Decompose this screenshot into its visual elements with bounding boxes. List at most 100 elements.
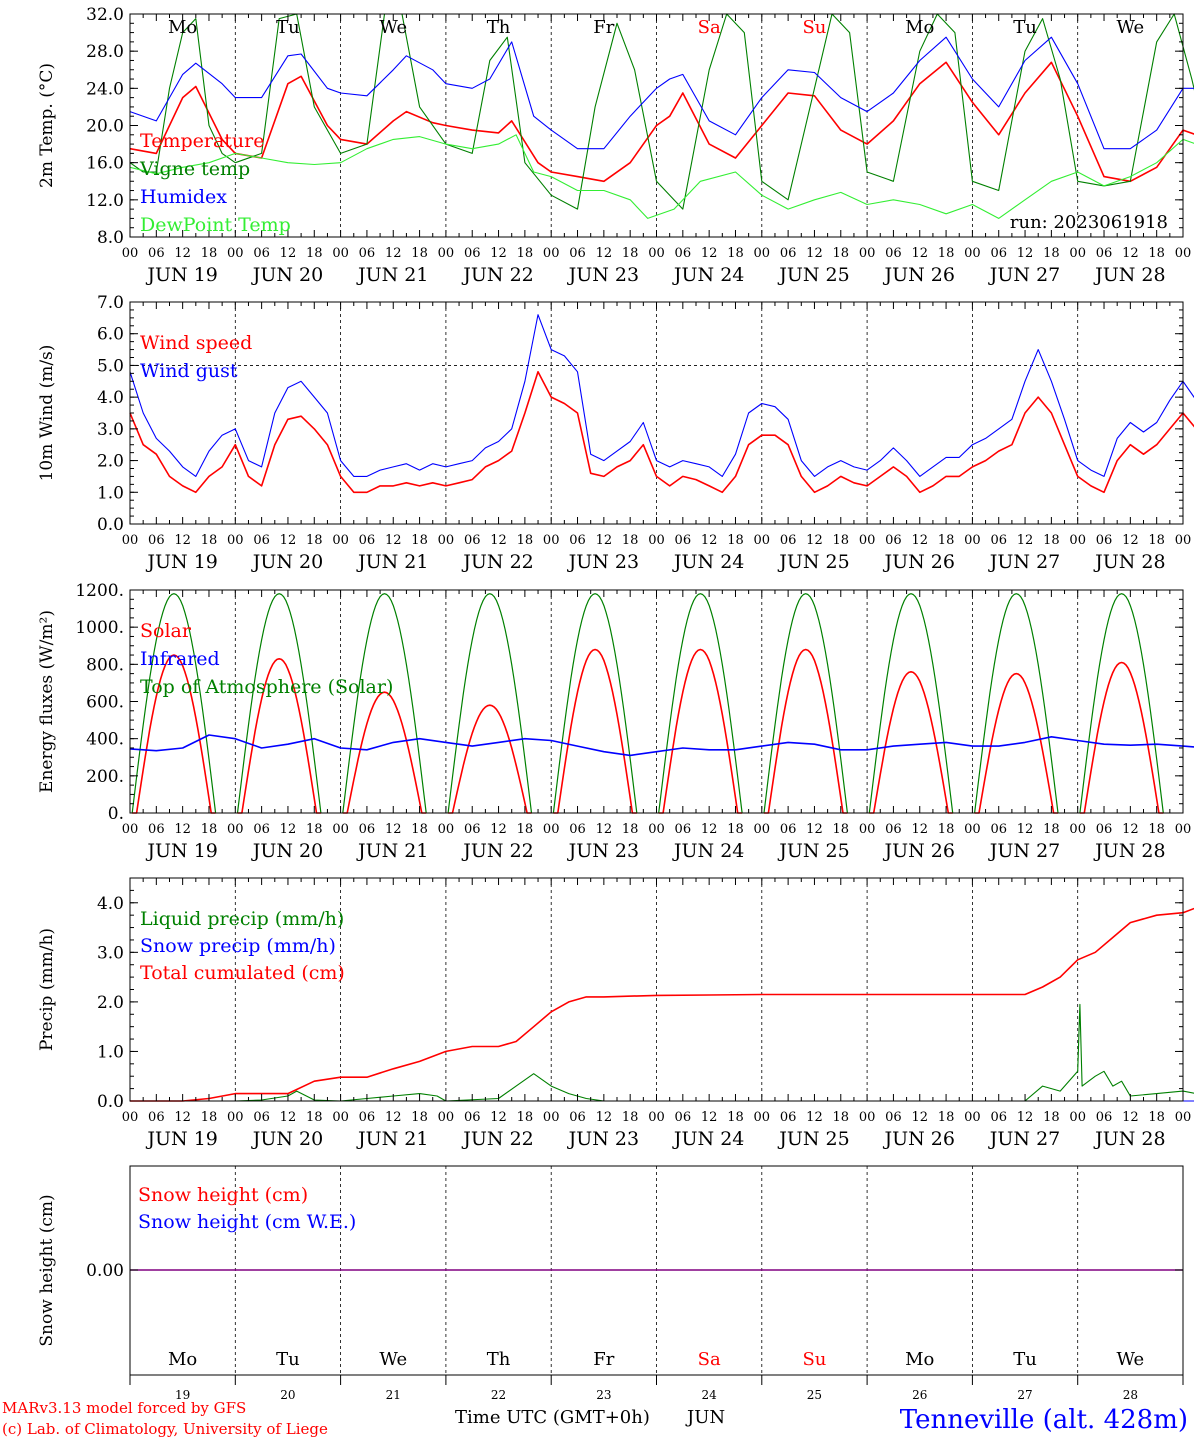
- hour-tick-label: 00: [122, 1110, 139, 1125]
- y-tick-label: 28.0: [86, 42, 124, 62]
- hour-tick-label: 18: [727, 822, 744, 837]
- day-number-label: 28: [1123, 1388, 1138, 1402]
- date-label: JUN 24: [672, 551, 744, 573]
- axes-layer: [129, 13, 1184, 1385]
- hour-tick-label: 06: [464, 822, 481, 837]
- hour-tick-label: 00: [438, 246, 455, 261]
- infrared-curve: [129, 734, 1194, 757]
- hour-tick-label: 00: [438, 533, 455, 548]
- hour-tick-label: 06: [675, 822, 692, 837]
- hour-tick-label: 12: [911, 533, 928, 548]
- series-liquid-precip-mm-h-: [130, 1003, 1194, 1102]
- date-label: JUN 25: [777, 840, 849, 862]
- hour-tick-label: 06: [253, 1110, 270, 1125]
- y-tick-label: 0.00: [86, 1261, 124, 1281]
- hour-tick-label: 18: [622, 1110, 639, 1125]
- hour-tick-label: 18: [938, 822, 955, 837]
- hour-tick-label: 12: [385, 1110, 402, 1125]
- legend-entry: Top of Atmosphere (Solar): [140, 676, 393, 698]
- date-label: JUN 22: [461, 551, 533, 573]
- date-label: JUN 19: [145, 1128, 217, 1150]
- y-tick-label: 200.: [86, 767, 124, 787]
- panel-frame-energy: [129, 589, 1184, 814]
- hour-tick-label: 00: [1175, 533, 1192, 548]
- hour-tick-label: 12: [174, 822, 191, 837]
- lab-line: (c) Lab. of Climatology, University of L…: [2, 1420, 328, 1438]
- weekday-label: Sa: [698, 17, 721, 38]
- series-wind-speed: [129, 370, 1194, 494]
- hour-tick-label: 00: [227, 246, 244, 261]
- solar-curve: [764, 648, 848, 814]
- hour-tick-label: 06: [780, 533, 797, 548]
- hour-tick-label: 06: [464, 533, 481, 548]
- hour-tick-label: 00: [754, 533, 771, 548]
- date-label: JUN 22: [461, 264, 533, 286]
- weekday-label: Mo: [168, 17, 197, 38]
- hour-tick-label: 12: [490, 246, 507, 261]
- weekday-label: Mo: [168, 1349, 197, 1370]
- legend-entry: Wind gust: [140, 360, 238, 382]
- hour-tick-label: 06: [990, 246, 1007, 261]
- toa-solar-curve: [131, 593, 217, 814]
- hour-tick-label: 12: [806, 822, 823, 837]
- toa-solar-curve: [974, 593, 1059, 814]
- time-axis-label: Time UTC (GMT+0h): [455, 1407, 650, 1428]
- hour-tick-label: 06: [990, 822, 1007, 837]
- hour-tick-label: 12: [1017, 246, 1034, 261]
- toa-solar-curve: [447, 593, 533, 814]
- legend-entry: Snow height (cm): [138, 1184, 308, 1206]
- hour-tick-label: 18: [306, 1110, 323, 1125]
- hour-tick-label: 06: [569, 1110, 586, 1125]
- date-label: JUN 24: [672, 264, 744, 286]
- date-label: JUN 19: [145, 551, 217, 573]
- hour-tick-label: 06: [464, 246, 481, 261]
- y-tick-label: 24.0: [86, 79, 124, 99]
- hour-tick-label: 00: [1069, 822, 1086, 837]
- hour-tick-label: 18: [201, 533, 218, 548]
- hour-tick-label: 12: [280, 822, 297, 837]
- hour-tick-label: 00: [543, 246, 560, 261]
- date-label: JUN 27: [988, 551, 1060, 573]
- legend-entry: Snow height (cm W.E.): [138, 1211, 356, 1233]
- hour-tick-label: 12: [174, 1110, 191, 1125]
- hour-tick-label: 18: [1043, 246, 1060, 261]
- hour-tick-label: 06: [990, 533, 1007, 548]
- legend-entry: Infrared: [140, 648, 220, 670]
- hour-tick-label: 12: [1122, 822, 1139, 837]
- solar-curve: [658, 648, 743, 814]
- hour-tick-label: 18: [1043, 822, 1060, 837]
- hour-tick-label: 06: [885, 822, 902, 837]
- hour-tick-label: 12: [701, 246, 718, 261]
- hour-tick-label: 06: [359, 533, 376, 548]
- hour-tick-label: 00: [543, 533, 560, 548]
- grid-layer: [130, 14, 1183, 1375]
- date-label: JUN 24: [672, 1128, 744, 1150]
- hour-tick-label: 12: [701, 1110, 718, 1125]
- hour-tick-label: 18: [833, 533, 850, 548]
- weekday-label: Th: [487, 17, 511, 38]
- date-label: JUN 20: [251, 264, 323, 286]
- hour-tick-label: 12: [174, 246, 191, 261]
- weekday-label: We: [379, 1349, 407, 1370]
- legend-entry: Vigne temp: [139, 158, 250, 180]
- weekday-label: Fr: [593, 1349, 614, 1370]
- legend-entry: Humidex: [140, 186, 227, 208]
- toa-solar-curve: [658, 593, 743, 814]
- date-label: JUN 28: [1093, 1128, 1165, 1150]
- month-label: JUN: [685, 1407, 725, 1428]
- hour-tick-label: 00: [859, 822, 876, 837]
- hour-tick-label: 18: [622, 246, 639, 261]
- weekday-label: Su: [802, 17, 826, 38]
- date-label: JUN 25: [777, 264, 849, 286]
- date-label: JUN 22: [461, 1128, 533, 1150]
- series-vigne-temp: [129, 13, 1194, 210]
- weekday-label: We: [379, 17, 407, 38]
- y-tick-label: 3.0: [97, 943, 124, 963]
- date-label: JUN 23: [567, 1128, 639, 1150]
- toa-solar-curve: [1079, 593, 1164, 814]
- y-tick-label: 1000.: [75, 618, 124, 638]
- hour-tick-label: 18: [1043, 533, 1060, 548]
- hour-tick-label: 00: [964, 1110, 981, 1125]
- hour-tick-label: 06: [359, 822, 376, 837]
